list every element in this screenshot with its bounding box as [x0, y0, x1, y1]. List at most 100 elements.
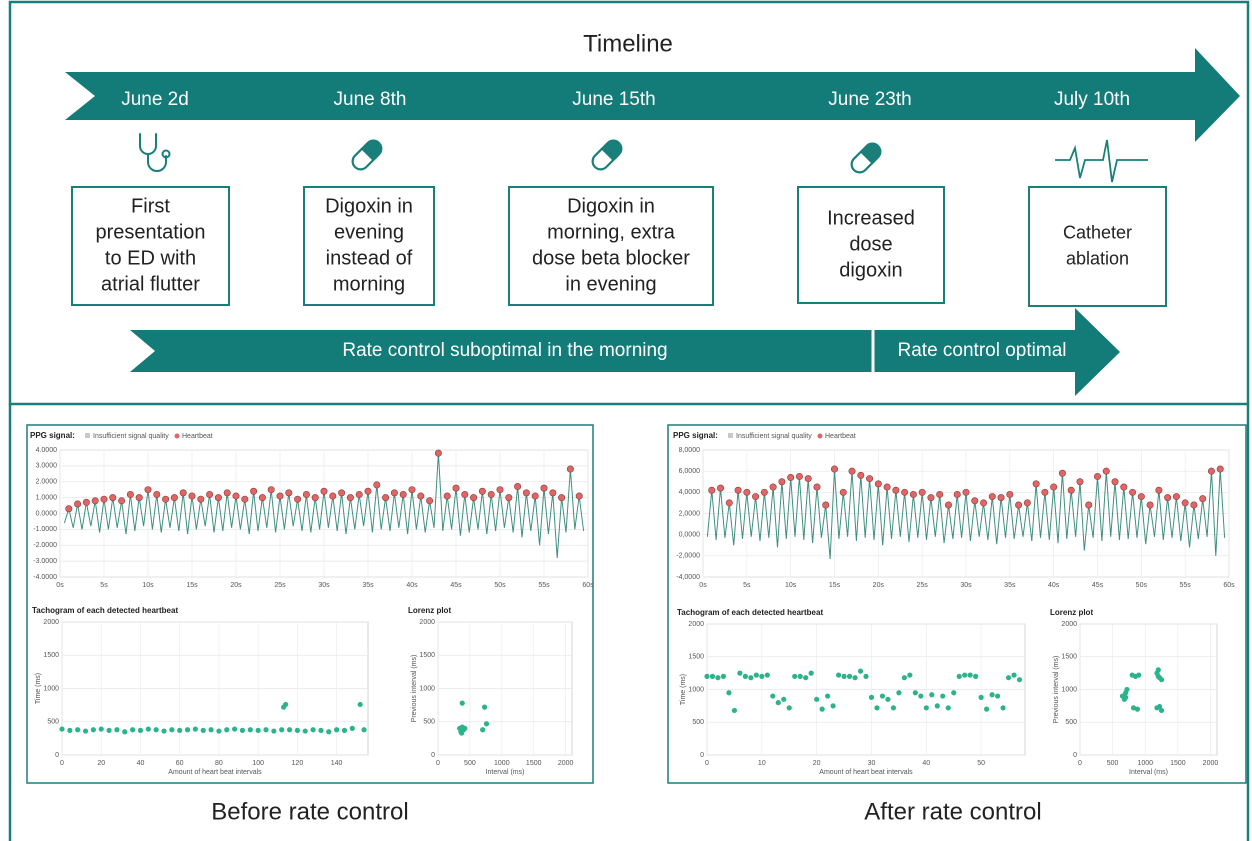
point — [978, 694, 984, 700]
point — [1000, 705, 1006, 711]
heartbeat — [144, 486, 152, 494]
heartbeat — [953, 490, 961, 498]
point — [318, 727, 324, 733]
heartbeat — [514, 483, 522, 491]
y-tick-label: -4,0000 — [676, 574, 700, 581]
heartbeat — [752, 493, 760, 501]
heartbeat — [1146, 501, 1154, 509]
heartbeat — [962, 488, 970, 496]
y-tick-label: 500 — [47, 719, 59, 726]
event-date: June 2d — [121, 89, 189, 110]
event-text: Catheter — [1063, 222, 1132, 242]
heartbeat — [1102, 467, 1110, 475]
point — [726, 690, 732, 696]
heartbeat — [971, 497, 979, 505]
heartbeat — [1190, 501, 1198, 509]
x-tick-label: 0s — [56, 582, 64, 589]
x-tick-label: 40s — [1048, 582, 1060, 589]
point — [1016, 677, 1023, 683]
point — [709, 673, 716, 680]
heartbeat — [1129, 488, 1137, 496]
x-tick-label: 20 — [813, 760, 821, 767]
heartbeat — [1111, 478, 1119, 486]
point — [1134, 706, 1141, 712]
heartbeat — [892, 486, 900, 494]
point — [748, 675, 754, 681]
heartbeat — [329, 492, 337, 500]
x-tick-label: 2000 — [1203, 760, 1219, 767]
x-tick-label: 500 — [464, 760, 476, 767]
y-tick-label: -2.0000 — [33, 542, 57, 549]
y-axis-label: Previous interval (ms) — [1053, 656, 1060, 724]
point — [901, 675, 907, 681]
point — [753, 672, 759, 678]
chart-title: PPG signal: — [30, 431, 75, 440]
heartbeat — [558, 494, 566, 502]
x-tick-label: 45s — [450, 582, 462, 589]
heartbeat — [988, 493, 996, 501]
x-tick-label: 35s — [1004, 582, 1016, 589]
event-text: dose beta blocker — [532, 247, 690, 269]
point — [967, 672, 973, 678]
event-date: June 23th — [828, 89, 911, 110]
y-tick-label: -3.0000 — [33, 558, 57, 565]
x-tick-label: 50s — [494, 582, 506, 589]
heartbeat — [232, 492, 240, 500]
heartbeat — [1015, 501, 1023, 509]
event-box — [1028, 186, 1167, 307]
point — [326, 729, 332, 735]
chart-title: Tachogram of each detected heartbeat — [677, 608, 823, 617]
point — [994, 693, 1001, 699]
y-tick-label: 0,0000 — [679, 532, 701, 539]
y-tick-label: -1.0000 — [33, 526, 57, 533]
x-tick-label: 10s — [785, 582, 797, 589]
point — [153, 727, 159, 733]
pill-icon — [351, 139, 383, 171]
point — [481, 704, 488, 710]
point — [934, 703, 940, 709]
heartbeat — [135, 494, 143, 502]
heartbeat — [179, 489, 187, 497]
heartbeat — [936, 490, 944, 498]
point — [759, 673, 765, 680]
point — [1136, 672, 1142, 678]
point — [286, 727, 293, 733]
timeline-frame — [8, 0, 1250, 406]
event-box — [303, 186, 435, 306]
x-tick-label: 80 — [215, 760, 223, 767]
event-text: to ED with — [105, 247, 196, 269]
heartbeat — [197, 495, 205, 503]
chart-title: Tachogram of each detected heartbeat — [32, 606, 178, 615]
point — [704, 673, 710, 680]
heartbeat — [1207, 467, 1215, 475]
point — [1124, 686, 1130, 693]
y-tick-label: 0 — [431, 752, 435, 759]
heartbeat — [1032, 480, 1040, 488]
x-tick-label: 0 — [1078, 760, 1082, 767]
point — [819, 706, 825, 712]
heartbeat — [944, 501, 952, 509]
x-tick-label: 40 — [137, 760, 145, 767]
heartbeat — [1137, 493, 1145, 501]
x-axis-label: Amount of heart beat intervals — [168, 769, 262, 776]
point — [912, 690, 918, 696]
point — [177, 727, 183, 733]
heartbeat — [566, 465, 574, 473]
heartbeat — [787, 474, 795, 482]
point — [896, 690, 902, 696]
x-tick-label: 15s — [186, 582, 198, 589]
heartbeat — [522, 489, 530, 497]
point — [956, 673, 962, 680]
x-tick-label: 20s — [230, 582, 242, 589]
y-tick-label: 1000 — [419, 685, 435, 692]
point — [797, 673, 803, 680]
heartbeat — [575, 492, 583, 500]
chart-title: PPG signal: — [673, 431, 718, 440]
y-tick-label: 0 — [700, 752, 704, 759]
point — [868, 694, 875, 700]
y-tick-label: 3.0000 — [36, 463, 58, 470]
x-tick-label: 20s — [873, 582, 885, 589]
point — [890, 705, 897, 711]
point — [341, 727, 348, 733]
point — [184, 727, 191, 733]
